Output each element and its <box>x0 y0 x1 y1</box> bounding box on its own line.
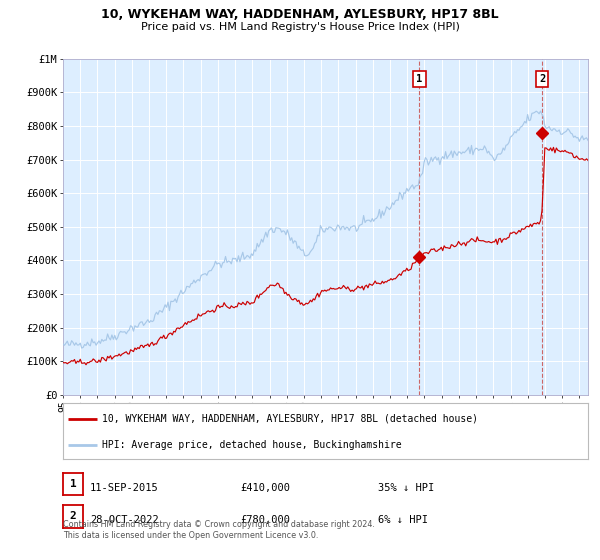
Text: 2: 2 <box>70 511 76 521</box>
Text: 10, WYKEHAM WAY, HADDENHAM, AYLESBURY, HP17 8BL: 10, WYKEHAM WAY, HADDENHAM, AYLESBURY, H… <box>101 8 499 21</box>
Text: Contains HM Land Registry data © Crown copyright and database right 2024.
This d: Contains HM Land Registry data © Crown c… <box>63 520 375 540</box>
Text: 1: 1 <box>416 74 422 84</box>
Text: 1: 1 <box>70 479 76 489</box>
Text: HPI: Average price, detached house, Buckinghamshire: HPI: Average price, detached house, Buck… <box>103 440 402 450</box>
Text: 10, WYKEHAM WAY, HADDENHAM, AYLESBURY, HP17 8BL (detached house): 10, WYKEHAM WAY, HADDENHAM, AYLESBURY, H… <box>103 414 478 424</box>
Text: £410,000: £410,000 <box>240 483 290 493</box>
Text: 6% ↓ HPI: 6% ↓ HPI <box>378 515 428 525</box>
Text: 11-SEP-2015: 11-SEP-2015 <box>90 483 159 493</box>
Text: 28-OCT-2022: 28-OCT-2022 <box>90 515 159 525</box>
Text: £780,000: £780,000 <box>240 515 290 525</box>
Text: Price paid vs. HM Land Registry's House Price Index (HPI): Price paid vs. HM Land Registry's House … <box>140 22 460 32</box>
Text: 35% ↓ HPI: 35% ↓ HPI <box>378 483 434 493</box>
Text: 2: 2 <box>539 74 545 84</box>
